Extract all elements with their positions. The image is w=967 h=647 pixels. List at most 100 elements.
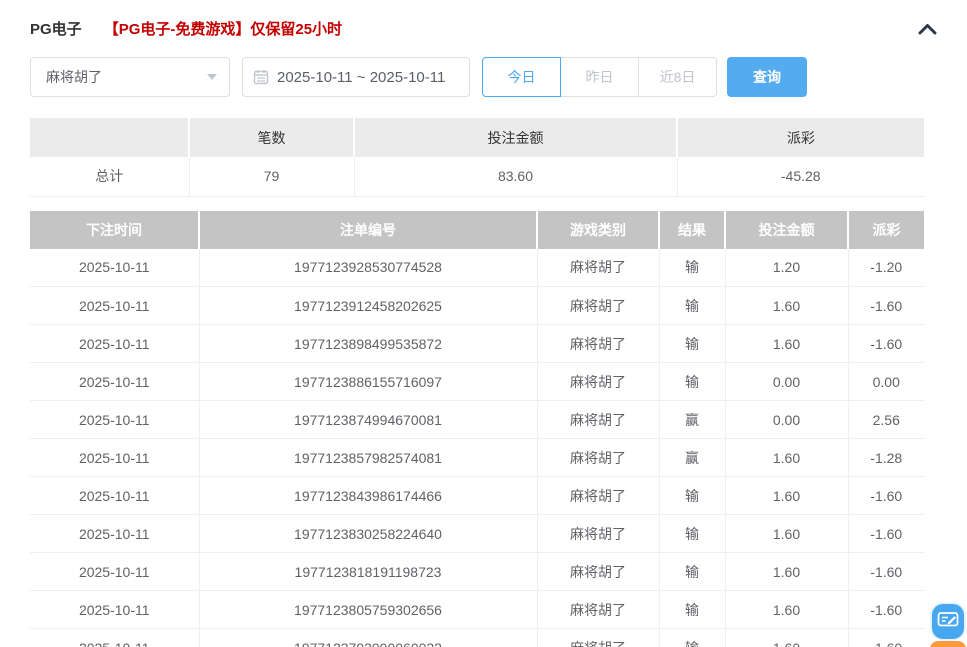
cell-payout: 0.00	[848, 362, 924, 401]
table-row: 2025-10-11 1977123874994670081 麻将胡了 赢 0.…	[30, 400, 924, 439]
cell-payout: -1.60	[848, 590, 924, 629]
summary-total-row: 总计 79 83.60 -45.28	[30, 157, 924, 197]
cell-result: 输	[659, 628, 726, 647]
cell-game-type: 麻将胡了	[537, 324, 660, 363]
cell-bet-id: 1977123857982574081	[199, 438, 538, 477]
cell-payout: -1.60	[848, 628, 924, 647]
cell-game-type: 麻将胡了	[537, 362, 660, 401]
summary-header-blank	[30, 118, 190, 157]
header-payout: 派彩	[848, 210, 924, 249]
bets-table: 下注时间 注单编号 游戏类别 结果 投注金额 派彩 2025-10-11 197…	[30, 210, 924, 647]
cell-game-type: 麻将胡了	[537, 552, 660, 591]
panel-notice: 【PG电子-免费游戏】仅保留25小时	[103, 21, 343, 38]
table-row: 2025-10-11 1977123805759302656 麻将胡了 输 1.…	[30, 590, 924, 629]
cell-bet-amount: 1.60	[725, 514, 849, 553]
cell-bet-time: 2025-10-11	[30, 248, 200, 287]
summary-payout-value: -45.28	[677, 157, 924, 197]
cell-bet-time: 2025-10-11	[30, 476, 200, 515]
cell-bet-time: 2025-10-11	[30, 514, 200, 553]
cell-bet-id: 1977123898499535872	[199, 324, 538, 363]
cell-game-type: 麻将胡了	[537, 400, 660, 439]
cell-bet-amount: 1.60	[725, 628, 849, 647]
table-row: 2025-10-11 1977123928530774528 麻将胡了 输 1.…	[30, 248, 924, 287]
cell-game-type: 麻将胡了	[537, 476, 660, 515]
cell-bet-time: 2025-10-11	[30, 324, 200, 363]
cell-result: 输	[659, 590, 726, 629]
cell-bet-amount: 0.00	[725, 400, 849, 439]
cell-result: 输	[659, 476, 726, 515]
cell-payout: -1.60	[848, 514, 924, 553]
cell-payout: -1.28	[848, 438, 924, 477]
cell-bet-id: 1977123843986174466	[199, 476, 538, 515]
cell-bet-amount: 0.00	[725, 362, 849, 401]
table-row: 2025-10-11 1977123912458202625 麻将胡了 输 1.…	[30, 286, 924, 325]
summary-header-row: 笔数 投注金额 派彩	[30, 118, 924, 157]
cell-bet-amount: 1.60	[725, 552, 849, 591]
summary-count-value: 79	[189, 157, 355, 197]
cell-result: 输	[659, 362, 726, 401]
cell-bet-id: 1977123886155716097	[199, 362, 538, 401]
cell-bet-time: 2025-10-11	[30, 628, 200, 647]
cell-result: 输	[659, 286, 726, 325]
cell-bet-id: 1977123793990060032	[199, 628, 538, 647]
header-bet-time: 下注时间	[30, 210, 200, 249]
cell-result: 输	[659, 552, 726, 591]
header-game-type: 游戏类别	[537, 210, 660, 249]
last-8-days-button[interactable]: 近8日	[638, 57, 717, 97]
today-button[interactable]: 今日	[482, 57, 561, 97]
cell-bet-amount: 1.60	[725, 590, 849, 629]
cell-bet-id: 1977123830258224640	[199, 514, 538, 553]
cell-bet-amount: 1.20	[725, 248, 849, 287]
cell-result: 输	[659, 324, 726, 363]
cell-game-type: 麻将胡了	[537, 514, 660, 553]
header-bet-id: 注单编号	[199, 210, 538, 249]
table-row: 2025-10-11 1977123818191198723 麻将胡了 输 1.…	[30, 552, 924, 591]
cell-game-type: 麻将胡了	[537, 248, 660, 287]
table-row: 2025-10-11 1977123843986174466 麻将胡了 输 1.…	[30, 476, 924, 515]
cell-result: 赢	[659, 400, 726, 439]
cell-bet-time: 2025-10-11	[30, 590, 200, 629]
cell-payout: -1.20	[848, 248, 924, 287]
table-row: 2025-10-11 1977123830258224640 麻将胡了 输 1.…	[30, 514, 924, 553]
cell-bet-id: 1977123818191198723	[199, 552, 538, 591]
cell-bet-amount: 1.60	[725, 476, 849, 515]
floating-button-partial[interactable]	[930, 641, 966, 647]
cell-bet-time: 2025-10-11	[30, 362, 200, 401]
game-select[interactable]: 麻将胡了	[30, 57, 230, 97]
cell-payout: -1.60	[848, 324, 924, 363]
quick-range-group: 今日 昨日 近8日	[482, 57, 717, 97]
table-row: 2025-10-11 1977123793990060032 麻将胡了 输 1.…	[30, 628, 924, 647]
panel-header: PG电子 【PG电子-免费游戏】仅保留25小时	[30, 0, 937, 38]
collapse-button[interactable]	[918, 22, 937, 36]
cell-bet-id: 1977123912458202625	[199, 286, 538, 325]
table-row: 2025-10-11 1977123898499535872 麻将胡了 输 1.…	[30, 324, 924, 363]
table-row: 2025-10-11 1977123886155716097 麻将胡了 输 0.…	[30, 362, 924, 401]
cell-payout: -1.60	[848, 476, 924, 515]
cell-bet-time: 2025-10-11	[30, 400, 200, 439]
cell-result: 输	[659, 248, 726, 287]
yesterday-button[interactable]: 昨日	[560, 57, 639, 97]
cell-bet-time: 2025-10-11	[30, 552, 200, 591]
cell-bet-time: 2025-10-11	[30, 286, 200, 325]
cell-bet-time: 2025-10-11	[30, 438, 200, 477]
cell-bet-id: 1977123874994670081	[199, 400, 538, 439]
search-button[interactable]: 查询	[727, 57, 807, 97]
feedback-button[interactable]	[930, 602, 966, 641]
cell-payout: -1.60	[848, 552, 924, 591]
bets-header-row: 下注时间 注单编号 游戏类别 结果 投注金额 派彩	[30, 210, 924, 249]
cell-bet-amount: 1.60	[725, 286, 849, 325]
game-select-value: 麻将胡了	[46, 69, 102, 85]
cell-payout: -1.60	[848, 286, 924, 325]
chevron-up-icon	[918, 23, 937, 39]
cell-payout: 2.56	[848, 400, 924, 439]
chevron-down-icon	[207, 74, 217, 80]
header-result: 结果	[659, 210, 726, 249]
note-pen-icon	[937, 610, 959, 633]
cell-game-type: 麻将胡了	[537, 438, 660, 477]
cell-result: 输	[659, 514, 726, 553]
summary-header-bet-amount: 投注金额	[354, 118, 678, 157]
date-range-input[interactable]: 2025-10-11 ~ 2025-10-11	[242, 57, 470, 97]
cell-result: 赢	[659, 438, 726, 477]
table-row: 2025-10-11 1977123857982574081 麻将胡了 赢 1.…	[30, 438, 924, 477]
